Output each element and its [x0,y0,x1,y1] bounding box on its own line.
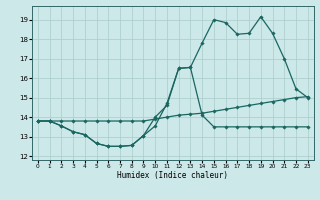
X-axis label: Humidex (Indice chaleur): Humidex (Indice chaleur) [117,171,228,180]
